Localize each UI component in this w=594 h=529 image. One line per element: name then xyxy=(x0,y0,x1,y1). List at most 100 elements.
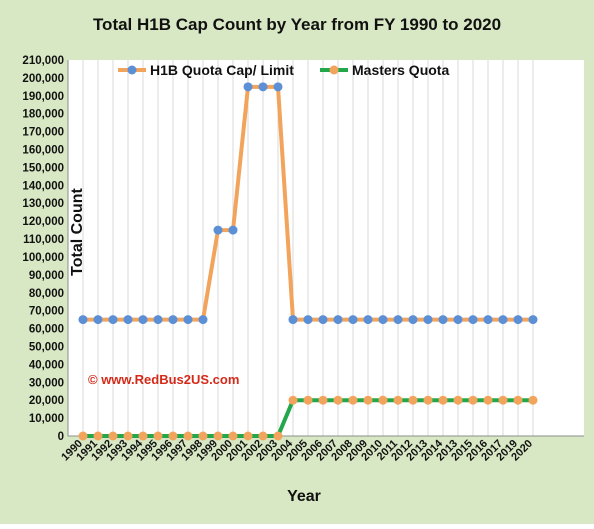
data-point xyxy=(393,395,403,405)
watermark-text: © www.RedBus2US.com xyxy=(88,372,239,387)
data-point xyxy=(453,395,463,405)
data-point xyxy=(258,82,268,92)
data-point xyxy=(123,315,133,325)
series-group xyxy=(78,82,538,441)
data-point xyxy=(213,431,223,441)
series-2 xyxy=(78,395,538,441)
data-point xyxy=(468,315,478,325)
legend-marker xyxy=(329,65,339,75)
y-tick-label: 110,000 xyxy=(23,234,64,246)
y-tick-label: 190,000 xyxy=(22,91,64,103)
data-point xyxy=(438,315,448,325)
y-tick-label: 60,000 xyxy=(29,324,64,336)
data-point xyxy=(393,315,403,325)
data-point xyxy=(453,315,463,325)
y-tick-label: 100,000 xyxy=(22,252,64,264)
data-point xyxy=(303,315,313,325)
data-point xyxy=(333,395,343,405)
y-tick-label: 50,000 xyxy=(29,341,64,353)
data-point xyxy=(528,395,538,405)
data-point xyxy=(513,315,523,325)
data-point xyxy=(213,225,223,235)
data-point xyxy=(483,395,493,405)
data-point xyxy=(423,395,433,405)
y-tick-label: 40,000 xyxy=(29,359,64,371)
data-point xyxy=(273,431,283,441)
data-point xyxy=(243,82,253,92)
legend-marker xyxy=(127,65,137,75)
y-tick-label: 210,000 xyxy=(22,55,64,67)
data-point xyxy=(318,395,328,405)
y-tick-label: 120,000 xyxy=(22,216,64,228)
data-point xyxy=(363,395,373,405)
data-point xyxy=(528,315,538,325)
x-axis-title: Year xyxy=(287,488,321,505)
data-point xyxy=(378,395,388,405)
y-tick-label: 80,000 xyxy=(29,288,64,300)
data-point xyxy=(183,315,193,325)
y-tick-label: 30,000 xyxy=(29,377,64,389)
data-point xyxy=(273,82,283,92)
series-1 xyxy=(78,82,538,325)
y-tick-label: 10,000 xyxy=(29,413,64,425)
data-point xyxy=(93,315,103,325)
data-point xyxy=(303,395,313,405)
data-point xyxy=(108,431,118,441)
data-point xyxy=(153,431,163,441)
y-tick-label: 160,000 xyxy=(22,145,64,157)
gridlines xyxy=(82,60,534,436)
y-tick-label: 180,000 xyxy=(22,109,64,121)
data-point xyxy=(348,395,358,405)
data-point xyxy=(513,395,523,405)
data-point xyxy=(348,315,358,325)
data-point xyxy=(408,395,418,405)
data-point xyxy=(228,431,238,441)
data-point xyxy=(138,431,148,441)
y-tick-label: 170,000 xyxy=(22,127,64,139)
data-point xyxy=(198,431,208,441)
legend-label: Masters Quota xyxy=(352,62,449,78)
data-point xyxy=(468,395,478,405)
y-tick-label: 150,000 xyxy=(22,162,64,174)
y-tick-label: 90,000 xyxy=(29,270,64,282)
data-point xyxy=(498,315,508,325)
data-point xyxy=(318,315,328,325)
data-point xyxy=(378,315,388,325)
y-tick-label: 140,000 xyxy=(22,180,64,192)
data-point xyxy=(78,431,88,441)
data-point xyxy=(243,431,253,441)
legend: H1B Quota Cap/ Limit Masters Quota xyxy=(118,62,449,78)
data-point xyxy=(168,315,178,325)
y-tick-label: 0 xyxy=(58,431,64,443)
y-tick-label: 200,000 xyxy=(22,73,64,85)
data-point xyxy=(258,431,268,441)
data-point xyxy=(498,395,508,405)
data-point xyxy=(153,315,163,325)
data-point xyxy=(108,315,118,325)
data-point xyxy=(93,431,103,441)
data-point xyxy=(288,315,298,325)
y-axis-title: Total Count xyxy=(69,187,86,275)
data-point xyxy=(78,315,88,325)
y-tick-label: 130,000 xyxy=(22,198,64,210)
data-point xyxy=(183,431,193,441)
y-tick-label: 20,000 xyxy=(29,395,64,407)
data-point xyxy=(333,315,343,325)
data-point xyxy=(228,225,238,235)
data-point xyxy=(423,315,433,325)
data-point xyxy=(483,315,493,325)
legend-label: H1B Quota Cap/ Limit xyxy=(150,62,294,78)
data-point xyxy=(168,431,178,441)
data-point xyxy=(138,315,148,325)
data-point xyxy=(123,431,133,441)
data-point xyxy=(288,395,298,405)
y-tick-label: 70,000 xyxy=(29,306,64,318)
data-point xyxy=(363,315,373,325)
data-point xyxy=(438,395,448,405)
chart-title: Total H1B Cap Count by Year from FY 1990… xyxy=(93,15,501,34)
plot-area xyxy=(68,60,584,436)
data-point xyxy=(198,315,208,325)
data-point xyxy=(408,315,418,325)
